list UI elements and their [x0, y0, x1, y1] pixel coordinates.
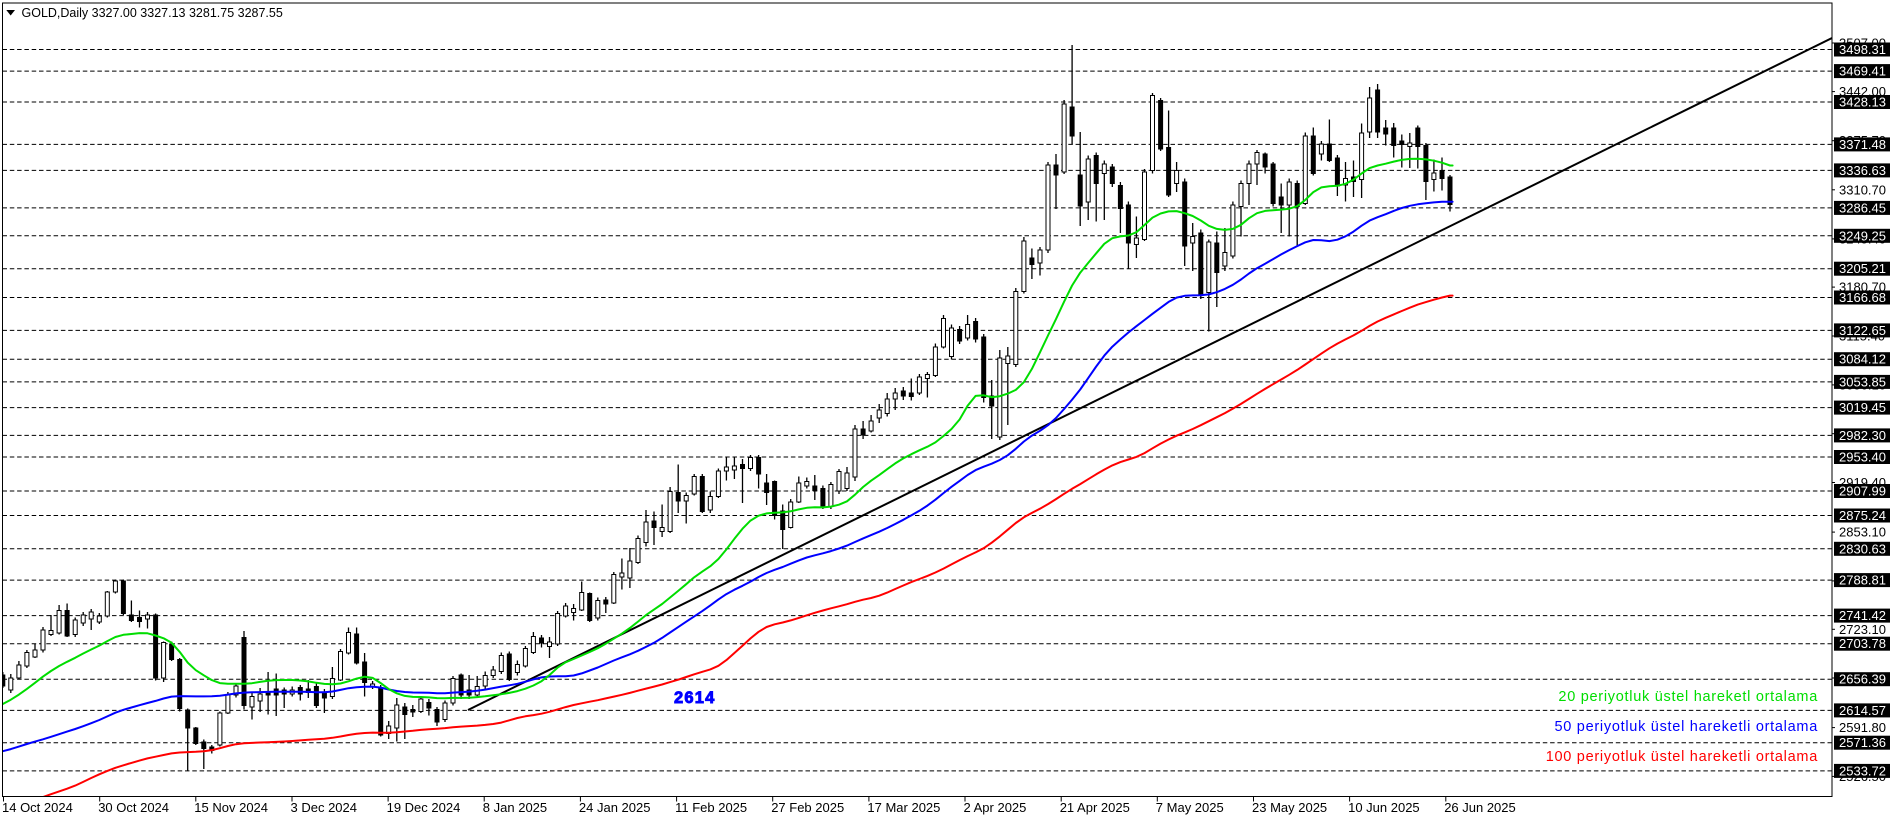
svg-text:3249.25: 3249.25 — [1839, 228, 1886, 243]
svg-text:3205.21: 3205.21 — [1839, 261, 1886, 276]
svg-text:14 Oct 2024: 14 Oct 2024 — [2, 800, 73, 815]
svg-text:30 Oct 2024: 30 Oct 2024 — [98, 800, 169, 815]
svg-text:21 Apr 2025: 21 Apr 2025 — [1060, 800, 1130, 815]
svg-text:19 Dec 2024: 19 Dec 2024 — [387, 800, 461, 815]
svg-text:2907.99: 2907.99 — [1839, 484, 1886, 499]
svg-text:2614.57: 2614.57 — [1839, 703, 1886, 718]
svg-text:2533.72: 2533.72 — [1839, 763, 1886, 778]
svg-text:8 Jan 2025: 8 Jan 2025 — [483, 800, 547, 815]
svg-text:2703.78: 2703.78 — [1839, 636, 1886, 651]
svg-text:27 Feb 2025: 27 Feb 2025 — [771, 800, 844, 815]
svg-text:23 May 2025: 23 May 2025 — [1252, 800, 1327, 815]
svg-text:50 periyotluk üstel hareketli: 50 periyotluk üstel hareketli ortalama — [1554, 719, 1818, 735]
svg-text:3286.45: 3286.45 — [1839, 200, 1886, 215]
svg-text:2953.40: 2953.40 — [1839, 450, 1886, 465]
svg-text:3371.48: 3371.48 — [1839, 137, 1886, 152]
svg-text:7 May 2025: 7 May 2025 — [1156, 800, 1224, 815]
svg-text:2741.42: 2741.42 — [1839, 608, 1886, 623]
svg-text:24 Jan 2025: 24 Jan 2025 — [579, 800, 651, 815]
svg-text:3469.41: 3469.41 — [1839, 64, 1886, 79]
svg-text:3498.31: 3498.31 — [1839, 42, 1886, 57]
svg-text:3166.68: 3166.68 — [1839, 290, 1886, 305]
svg-text:3019.45: 3019.45 — [1839, 400, 1886, 415]
svg-text:2788.81: 2788.81 — [1839, 573, 1886, 588]
svg-text:2591.80: 2591.80 — [1839, 720, 1886, 735]
svg-text:3122.65: 3122.65 — [1839, 323, 1886, 338]
svg-text:2656.39: 2656.39 — [1839, 672, 1886, 687]
svg-text:2571.36: 2571.36 — [1839, 735, 1886, 750]
svg-text:26 Jun 2025: 26 Jun 2025 — [1444, 800, 1516, 815]
svg-text:11 Feb 2025: 11 Feb 2025 — [675, 800, 747, 815]
svg-text:3053.85: 3053.85 — [1839, 374, 1886, 389]
svg-text:2614: 2614 — [674, 689, 716, 707]
svg-text:3428.13: 3428.13 — [1839, 95, 1886, 110]
svg-text:2830.63: 2830.63 — [1839, 541, 1886, 556]
svg-text:2 Apr 2025: 2 Apr 2025 — [964, 800, 1027, 815]
svg-text:3310.70: 3310.70 — [1839, 182, 1886, 197]
svg-text:3 Dec 2024: 3 Dec 2024 — [291, 800, 358, 815]
svg-text:GOLD,Daily 3327.00 3327.13 32: GOLD,Daily 3327.00 3327.13 3281.75 3287.… — [22, 6, 283, 20]
svg-text:100 periyotluk üstel hareketli: 100 periyotluk üstel hareketli ortalama — [1546, 749, 1819, 765]
svg-text:2875.24: 2875.24 — [1839, 508, 1886, 523]
svg-text:3336.63: 3336.63 — [1839, 163, 1886, 178]
svg-text:15 Nov 2024: 15 Nov 2024 — [194, 800, 268, 815]
svg-text:10 Jun 2025: 10 Jun 2025 — [1348, 800, 1420, 815]
svg-text:17 Mar 2025: 17 Mar 2025 — [867, 800, 940, 815]
svg-text:2723.10: 2723.10 — [1839, 622, 1886, 637]
svg-text:2982.30: 2982.30 — [1839, 428, 1886, 443]
svg-text:20 periyotluk üstel hareketl o: 20 periyotluk üstel hareketl ortalama — [1558, 689, 1818, 705]
svg-text:2853.10: 2853.10 — [1839, 525, 1886, 540]
svg-text:3084.12: 3084.12 — [1839, 352, 1886, 367]
